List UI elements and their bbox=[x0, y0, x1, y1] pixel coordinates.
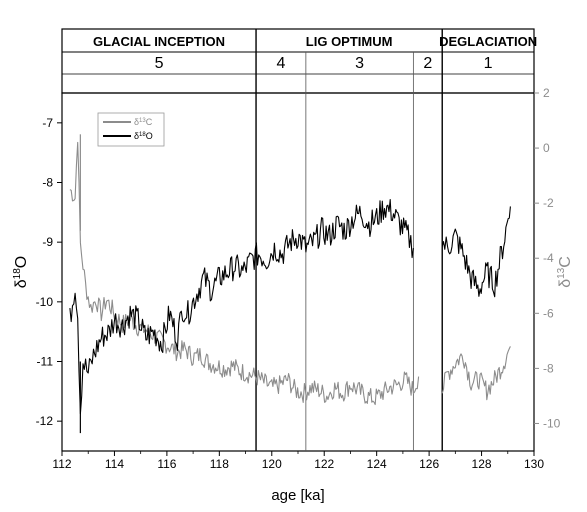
x-tick-label: 118 bbox=[210, 457, 229, 471]
stage-labels: 5 4 3 2 1 bbox=[155, 55, 493, 72]
legend-label-d18o: δ18O bbox=[134, 131, 153, 141]
x-tick-label: 122 bbox=[314, 457, 334, 471]
y-left-tick-label: -12 bbox=[36, 414, 54, 428]
legend-frame bbox=[97, 112, 165, 147]
x-axis: 112 114 116 118 120 122 124 126 128 130 bbox=[52, 451, 544, 471]
y-left-tick-label: -10 bbox=[36, 295, 54, 309]
stage-label: 1 bbox=[484, 55, 493, 72]
y-right-tick-label: -10 bbox=[543, 416, 561, 430]
stage-label: 2 bbox=[423, 55, 432, 72]
y-left-tick-label: -7 bbox=[42, 116, 53, 130]
stage-label: 4 bbox=[277, 55, 286, 72]
x-tick-label: 126 bbox=[419, 457, 439, 471]
y-axis-left-label: δ18O bbox=[12, 256, 30, 288]
x-axis-label: age [ka] bbox=[271, 487, 324, 504]
y-axis-right: 2 0 -2 -4 -6 -8 -10 bbox=[534, 86, 561, 430]
y-axis-right-label: δ13C bbox=[556, 256, 574, 288]
x-tick-label: 128 bbox=[472, 457, 492, 471]
series-d13c-line bbox=[69, 141, 420, 406]
stage-label: 5 bbox=[155, 55, 164, 72]
legend-label-d13c: δ13C bbox=[134, 117, 153, 127]
x-tick-label: 116 bbox=[157, 457, 176, 471]
legend: δ13C δ18O bbox=[97, 112, 165, 147]
y-left-tick-label: -8 bbox=[42, 176, 53, 190]
x-tick-label: 114 bbox=[105, 457, 124, 471]
y-right-tick-label: 2 bbox=[543, 86, 550, 100]
series-d18o-line bbox=[69, 199, 414, 415]
y-right-tick-label: -8 bbox=[543, 361, 554, 375]
x-tick-label: 112 bbox=[52, 457, 71, 471]
x-tick-label: 124 bbox=[367, 457, 387, 471]
y-left-tick-label: -9 bbox=[42, 235, 53, 249]
y-left-tick-label: -11 bbox=[37, 355, 54, 369]
period-label: DEGLACIATION bbox=[439, 34, 537, 49]
y-axis-left: -7 -8 -9 -10 -11 -12 bbox=[36, 116, 62, 428]
y-right-tick-label: 0 bbox=[543, 141, 550, 155]
x-tick-label: 130 bbox=[524, 457, 544, 471]
series-d13c-line bbox=[441, 346, 511, 401]
series-layer bbox=[69, 134, 511, 434]
period-label: GLACIAL INCEPTION bbox=[93, 34, 225, 49]
y-right-tick-label: -6 bbox=[543, 306, 554, 320]
stage-label: 3 bbox=[355, 55, 364, 72]
period-label: LIG OPTIMUM bbox=[306, 34, 393, 49]
x-tick-label: 120 bbox=[262, 457, 282, 471]
series-d18o-line bbox=[441, 206, 511, 298]
y-right-tick-label: -2 bbox=[543, 196, 554, 210]
y-right-tick-label: -4 bbox=[543, 251, 554, 265]
period-labels: GLACIAL INCEPTION LIG OPTIMUM DEGLACIATION bbox=[93, 34, 537, 49]
